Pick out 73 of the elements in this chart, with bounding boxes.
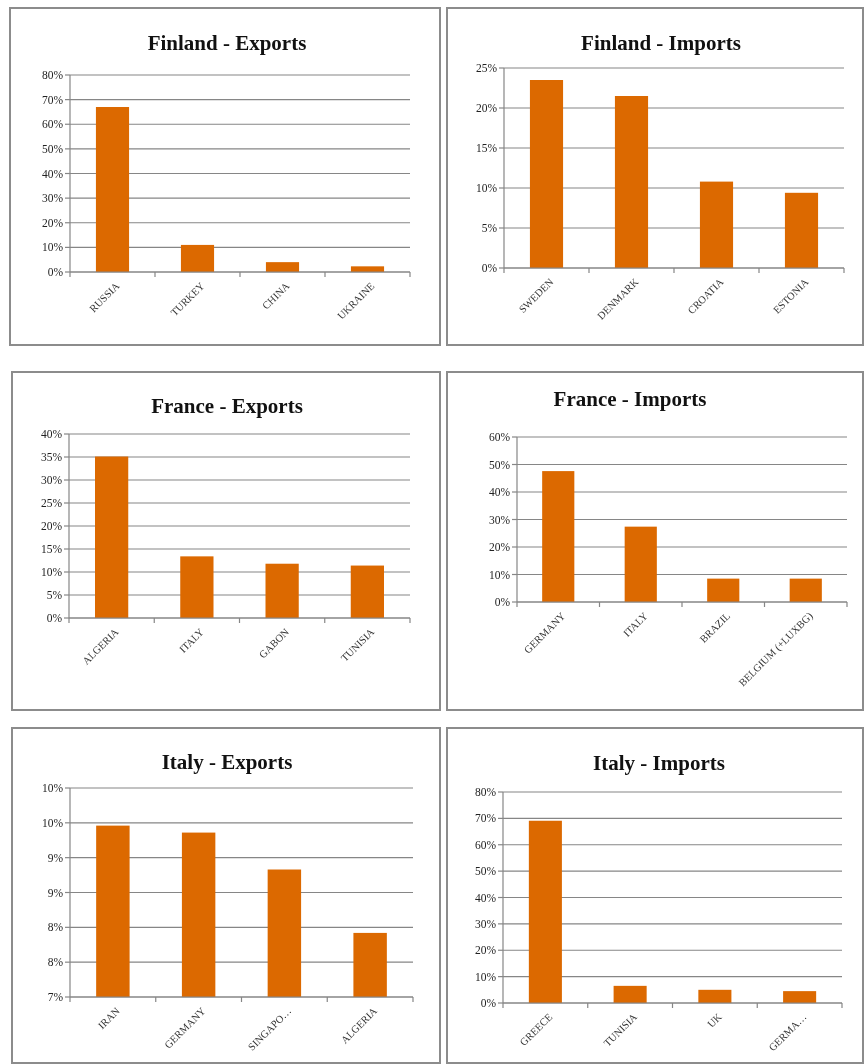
y-tick-label: 10% [488,568,511,581]
y-tick-label: 9% [47,886,64,899]
bar [699,181,734,268]
y-tick-label: 10% [41,782,64,795]
y-tick-label: 0% [46,612,63,625]
x-tick-label: UK [705,1010,725,1030]
y-tick-label: 0% [480,997,497,1010]
bar [698,989,732,1003]
bar [350,565,384,618]
bar [613,985,647,1003]
bar [95,107,130,272]
y-tick-label: 40% [474,891,497,904]
y-tick-label: 40% [40,428,63,441]
y-tick-label: 40% [41,167,64,180]
bar [265,563,299,618]
y-tick-label: 50% [41,142,64,155]
y-tick-label: 30% [40,474,63,487]
y-tick-label: 5% [46,589,63,602]
y-tick-label: 20% [488,541,511,554]
y-tick-label: 0% [47,266,64,279]
bar [789,578,822,602]
y-tick-label: 10% [41,241,64,254]
bar [180,556,214,618]
y-tick-label: 7% [47,991,64,1004]
y-tick-label: 60% [41,118,64,131]
chart-title: Finland - Exports [147,31,307,55]
y-tick-label: 60% [488,431,511,444]
y-tick-label: 20% [40,520,63,533]
y-tick-label: 8% [47,956,64,969]
y-tick-label: 20% [474,944,497,957]
y-tick-label: 10% [474,970,497,983]
bar [529,80,564,268]
y-tick-label: 10% [41,816,64,829]
y-tick-label: 80% [474,786,497,799]
bar [95,456,129,618]
y-tick-label: 25% [40,497,63,510]
y-tick-label: 15% [475,142,498,155]
y-tick-label: 20% [41,216,64,229]
chart-title: Finland - Imports [581,31,741,55]
bar [265,262,300,272]
chart-title: France - Imports [553,387,707,411]
y-tick-label: 50% [474,865,497,878]
bar [624,526,657,602]
bar [783,991,817,1003]
y-tick-label: 5% [481,222,498,235]
y-tick-label: 0% [481,262,498,275]
y-tick-label: 50% [488,458,511,471]
y-tick-label: 9% [47,851,64,864]
chart-title: France - Exports [151,394,303,418]
y-tick-label: 30% [474,917,497,930]
y-tick-label: 30% [41,192,64,205]
y-tick-label: 70% [474,812,497,825]
y-tick-label: 0% [494,596,511,609]
bar [542,471,575,602]
y-tick-label: 35% [40,451,63,464]
y-tick-label: 30% [488,513,511,526]
bar [784,192,819,268]
y-tick-label: 60% [474,838,497,851]
y-tick-label: 80% [41,69,64,82]
y-tick-label: 70% [41,93,64,106]
bar [180,244,215,272]
y-tick-label: 15% [40,543,63,556]
y-tick-label: 25% [475,62,498,75]
bar [707,578,740,602]
y-tick-label: 20% [475,102,498,115]
chart-title: Italy - Exports [161,750,293,774]
y-tick-label: 40% [488,486,511,499]
y-tick-label: 10% [475,182,498,195]
chart-title: Italy - Imports [593,751,725,775]
y-tick-label: 8% [47,921,64,934]
y-tick-label: 10% [40,566,63,579]
bar [614,96,649,268]
bar [528,820,562,1003]
